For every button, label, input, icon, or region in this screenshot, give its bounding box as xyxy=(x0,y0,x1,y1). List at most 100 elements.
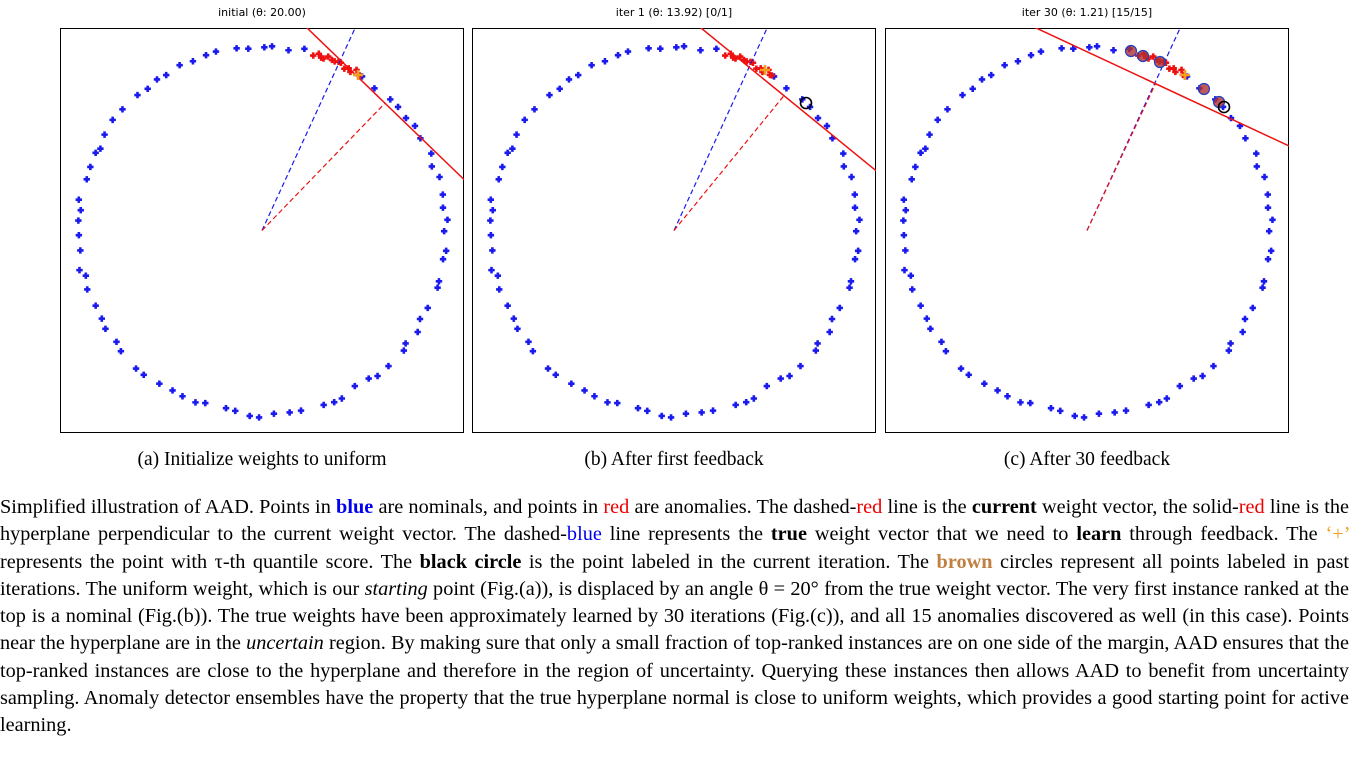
nominal-point xyxy=(439,255,447,263)
nominal-point xyxy=(907,272,915,279)
caption-text: black circle xyxy=(419,550,522,573)
nominal-point xyxy=(1176,382,1184,390)
nominal-point xyxy=(1071,412,1078,420)
nominal-point xyxy=(414,328,421,336)
nominal-point xyxy=(92,149,99,157)
nominal-point xyxy=(1260,278,1268,285)
nominal-point xyxy=(156,380,163,387)
nominal-point xyxy=(489,207,496,214)
nominal-point xyxy=(83,176,90,183)
nominal-point xyxy=(634,405,642,412)
nominal-point xyxy=(1080,414,1088,421)
hyperplane xyxy=(1034,28,1289,147)
nominal-point xyxy=(434,284,441,291)
weight-line xyxy=(673,95,785,231)
nominal-point xyxy=(84,286,91,293)
nominal-point xyxy=(565,76,573,83)
nominal-point xyxy=(908,176,915,183)
nominal-point xyxy=(1267,247,1275,255)
nominal-point xyxy=(709,407,717,414)
caption-text: are nominals, and points in xyxy=(373,496,604,518)
panel-caption: (a) Initialize weights to uniform xyxy=(137,449,386,470)
caption-text: red xyxy=(1238,496,1265,518)
nominal-point xyxy=(1095,410,1103,417)
nominal-point xyxy=(1265,227,1273,235)
nominal-point xyxy=(848,173,855,181)
nominal-point xyxy=(763,382,771,390)
nominal-point xyxy=(926,131,933,138)
nominal-point xyxy=(944,106,951,113)
nominal-point xyxy=(917,149,924,157)
nominal-point xyxy=(529,347,537,355)
nominal-point xyxy=(783,85,790,92)
nominal-point xyxy=(673,44,680,51)
nominal-point xyxy=(140,371,147,378)
nominal-point xyxy=(713,45,720,53)
caption-text: represents the point with τ-th quantile … xyxy=(0,550,420,573)
nominal-point xyxy=(575,71,582,79)
nominal-point xyxy=(394,103,402,111)
nominal-point xyxy=(1225,347,1233,354)
nominal-point xyxy=(829,135,836,142)
nominal-point xyxy=(320,401,327,409)
nominal-point xyxy=(812,347,820,354)
caption-text: red xyxy=(603,496,630,518)
nominal-point xyxy=(969,85,976,93)
nominal-point xyxy=(92,302,99,309)
nominal-point xyxy=(212,48,220,55)
nominal-point xyxy=(1037,48,1045,55)
nominal-point xyxy=(1199,372,1206,380)
nominal-point xyxy=(934,116,941,124)
caption-text: learn xyxy=(1076,523,1122,546)
nominal-point xyxy=(487,231,495,239)
nominal-point xyxy=(1227,340,1234,347)
nominal-point xyxy=(411,122,419,130)
nominal-point xyxy=(1259,284,1266,291)
anomaly-point xyxy=(737,53,744,60)
nominal-point xyxy=(365,375,372,382)
nominal-point xyxy=(495,176,502,183)
anomaly-point xyxy=(320,55,327,62)
nominal-point xyxy=(1242,135,1249,142)
nominal-point xyxy=(981,380,988,387)
nominal-point xyxy=(852,227,860,235)
nominal-point xyxy=(836,304,843,312)
caption: Simplified illustration of AAD. Points i… xyxy=(0,494,1349,740)
nominal-point xyxy=(1264,255,1272,263)
past-label xyxy=(1153,55,1167,69)
nominal-point xyxy=(189,58,197,65)
caption-text: red xyxy=(856,496,883,518)
nominal-point xyxy=(1253,150,1260,157)
nominal-point xyxy=(163,71,170,79)
nominal-point xyxy=(978,76,986,83)
nominal-point xyxy=(840,150,847,157)
nominal-point xyxy=(102,325,109,333)
nominal-point xyxy=(245,45,252,52)
nominal-point xyxy=(840,163,848,170)
nominal-point xyxy=(614,51,622,59)
panel-caption: (b) After first feedback xyxy=(584,449,763,470)
nominal-point xyxy=(917,302,924,309)
nominal-point xyxy=(270,410,278,417)
nominal-point xyxy=(851,255,859,263)
caption-text: region. By making sure that only a small… xyxy=(0,632,1349,737)
nominal-point xyxy=(1210,362,1217,370)
nominal-point xyxy=(487,196,494,203)
nominal-point xyxy=(75,196,82,203)
nominal-point xyxy=(957,365,965,372)
nominal-point xyxy=(400,347,408,354)
nominal-point xyxy=(387,96,394,103)
caption-text: uncertain xyxy=(246,632,324,655)
nominal-point xyxy=(856,216,863,223)
nominal-point xyxy=(658,412,665,420)
nominal-point xyxy=(568,380,575,387)
nominal-point xyxy=(286,409,293,416)
nominal-point xyxy=(385,362,392,370)
nominal-point xyxy=(1239,328,1246,336)
nominal-point xyxy=(942,347,950,355)
nominal-point xyxy=(826,328,833,336)
nominal-point xyxy=(922,145,929,152)
nominal-point xyxy=(814,340,821,347)
nominal-point xyxy=(854,247,862,255)
nominal-point xyxy=(87,163,94,171)
